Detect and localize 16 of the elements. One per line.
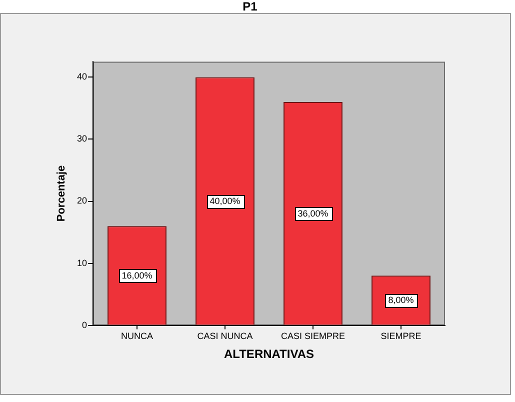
x-tick-label: SIEMPRE [380, 331, 422, 342]
y-tick-label: 0 [82, 320, 87, 330]
chart-title: P1 [242, 0, 258, 14]
y-axis-title: Porcentaje [56, 165, 68, 222]
data-label: 8,00% [388, 295, 414, 306]
x-axis-title: ALTERNATIVAS [224, 347, 314, 362]
x-tick-label: CASI SIEMPRE [280, 331, 346, 342]
y-tick-label: 30 [76, 134, 87, 144]
data-label: 40,00% [210, 196, 240, 206]
y-tick-label: 10 [76, 258, 87, 268]
x-tick-label: NUNCA [120, 331, 154, 342]
data-label: 16,00% [122, 270, 152, 280]
data-label: 36,00% [298, 208, 328, 218]
y-tick-label: 20 [76, 196, 87, 206]
x-tick-label: CASI NUNCA [197, 331, 253, 342]
y-tick-label: 40 [76, 72, 87, 82]
